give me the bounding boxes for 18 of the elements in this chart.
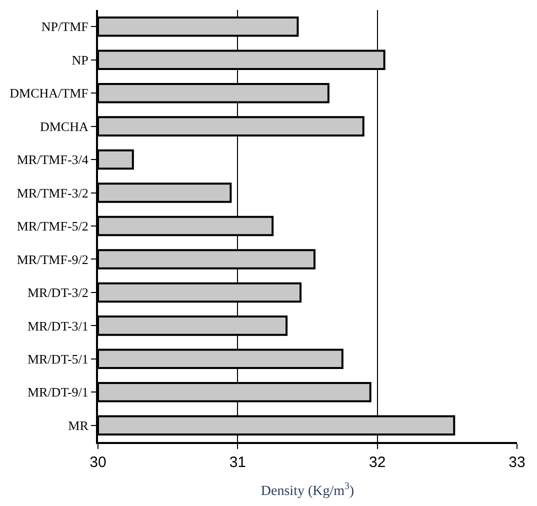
y-tick-label: MR/DT-9/1 bbox=[27, 384, 88, 400]
x-axis-title: Density (Kg/m$^{3}$) bbox=[260, 480, 354, 499]
y-tick-label: MR/DT-5/1 bbox=[27, 351, 88, 366]
y-tick-label: MR/DT-3/1 bbox=[27, 318, 88, 334]
x-tick-label: 30 bbox=[90, 454, 106, 471]
y-tick-label: NP/TMF bbox=[41, 19, 88, 34]
x-tick-label: 33 bbox=[508, 454, 526, 471]
y-tick-label: DMCHA bbox=[40, 118, 89, 134]
y-tick-label: MR bbox=[68, 418, 89, 433]
y-tick-label: MR/TMF-3/2 bbox=[16, 185, 88, 200]
y-tick-label: MR/DT-3/2 bbox=[27, 285, 88, 300]
y-tick-label: DMCHA/TMF bbox=[10, 86, 88, 101]
x-tick-label: 31 bbox=[229, 454, 246, 471]
y-tick-label: MR/TMF-3/4 bbox=[16, 152, 89, 168]
y-tick-label: NP bbox=[72, 52, 88, 68]
y-tick-label: MR/TMF-9/2 bbox=[16, 252, 88, 267]
y-tick-label: MR/TMF-5/2 bbox=[16, 218, 88, 234]
x-tick-label: 32 bbox=[368, 454, 386, 471]
